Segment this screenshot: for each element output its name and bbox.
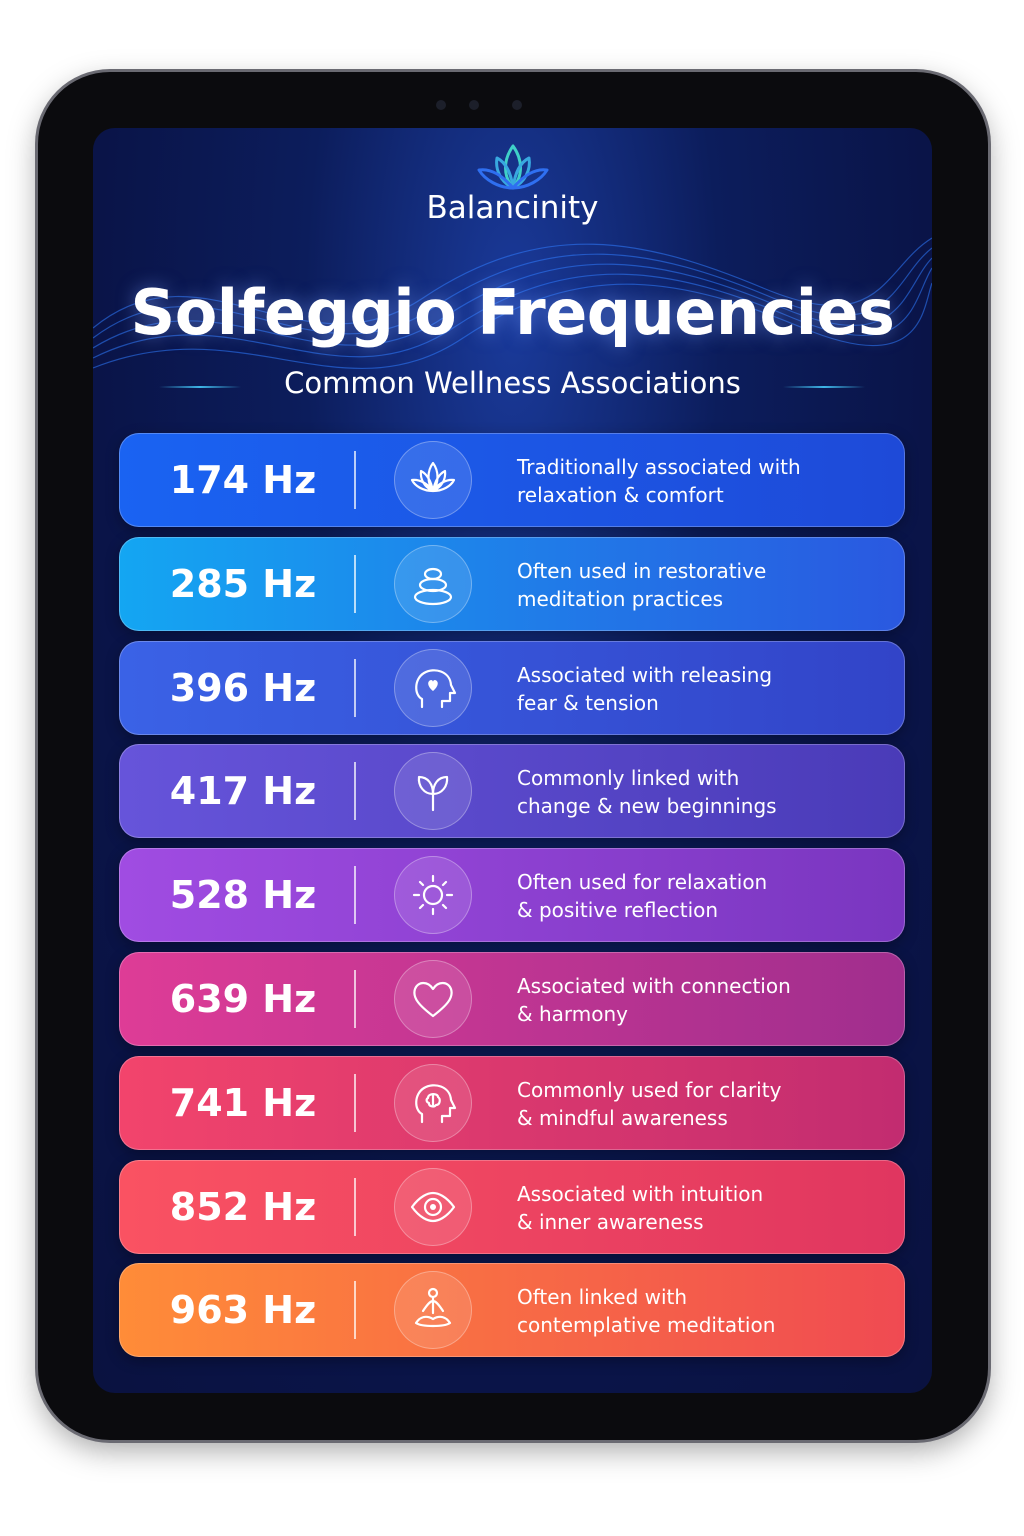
row-icon — [394, 648, 472, 727]
frequency-row: 417 Hz Commonly linked with change & new b… — [119, 744, 905, 839]
icon-glyph — [413, 567, 453, 605]
description: Often linked with contemplative meditatio… — [517, 1283, 775, 1339]
page-title: Solfeggio Frequencies — [130, 276, 895, 349]
description-line: Commonly linked with — [517, 766, 740, 791]
row-divider — [354, 1073, 356, 1132]
frequency-label: 396 Hz — [169, 665, 317, 710]
frequency-label: 852 Hz — [169, 1184, 317, 1229]
description-line: fear & tension — [517, 690, 659, 715]
description-line: & mindful awareness — [517, 1105, 728, 1130]
frequency-row: 396 Hz Associated with releasing fear & te… — [119, 640, 905, 735]
row-icon — [394, 960, 472, 1038]
frequency-label: 174 Hz — [169, 458, 317, 502]
sensor — [436, 100, 446, 110]
row-divider — [354, 970, 356, 1028]
icon-glyph — [415, 668, 457, 708]
description: Commonly used for clarity & mindful aware… — [517, 1076, 781, 1132]
description-line: Traditionally associated with — [517, 455, 801, 479]
frequency-label: 285 Hz — [169, 561, 317, 606]
description-line: Associated with connection — [517, 974, 791, 998]
camera — [512, 100, 522, 110]
frequency-label: 741 Hz — [169, 1080, 317, 1125]
brand-name: Balancinity — [426, 190, 599, 226]
row-divider — [354, 554, 356, 613]
description: Often used for relaxation & positive refl… — [517, 868, 767, 924]
row-icon — [394, 856, 472, 935]
frequency-row: 741 Hz Commonly used for clarity & mindful… — [119, 1055, 905, 1150]
frequency-label: 417 Hz — [169, 769, 317, 814]
row-icon — [394, 544, 472, 623]
row-divider — [354, 451, 356, 509]
row-divider — [354, 1177, 356, 1236]
description-line: Commonly used for clarity — [517, 1077, 782, 1102]
row-icon — [394, 1063, 472, 1142]
frequency-row: 528 Hz Often used for relaxation & positiv… — [119, 848, 905, 943]
frequency-row: 174 Hz Traditionally associated with relax… — [119, 433, 905, 527]
row-icon — [394, 752, 472, 831]
description-line: meditation practices — [517, 586, 724, 611]
description-line: & positive reflection — [517, 898, 719, 923]
wave-decoration — [93, 237, 932, 369]
row-divider — [354, 658, 356, 717]
page-subtitle: Common Wellness Associations — [284, 366, 741, 400]
icon-glyph — [410, 1191, 456, 1222]
icon-glyph — [412, 875, 454, 916]
description-line: Associated with intuition — [517, 1181, 764, 1206]
description: Associated with intuition & inner awarene… — [517, 1180, 763, 1236]
frequency-label: 528 Hz — [169, 873, 317, 918]
screen: Balancinity Solfeggio Frequencies Common… — [93, 128, 932, 1393]
row-divider — [354, 1281, 356, 1340]
icon-glyph — [417, 776, 449, 812]
description-line: change & new beginnings — [517, 794, 777, 819]
description-line: relaxation & comfort — [517, 483, 724, 507]
description: Associated with connection & harmony — [517, 972, 791, 1028]
row-icon — [394, 441, 472, 519]
frequency-row: 852 Hz Associated with intuition & inner a… — [119, 1159, 905, 1254]
description: Commonly linked with change & new beginni… — [517, 764, 777, 820]
frequency-label: 639 Hz — [169, 977, 317, 1021]
description: Associated with releasing fear & tension — [517, 661, 772, 717]
icon-glyph — [414, 1288, 452, 1328]
description-line: Associated with releasing — [517, 662, 773, 687]
logo-lotus — [477, 144, 549, 190]
description-line: Often used for relaxation — [517, 870, 768, 895]
row-icon — [394, 1271, 472, 1350]
icon-glyph — [413, 981, 453, 1018]
description-line: Often used in restorative — [517, 558, 767, 583]
divider-line — [783, 386, 865, 388]
description-line: contemplative meditation — [517, 1313, 776, 1338]
row-divider — [354, 762, 356, 821]
description: Often used in restorative meditation prac… — [517, 557, 766, 613]
frequency-row: 963 Hz Often linked with contemplative med… — [119, 1263, 905, 1358]
divider-line — [159, 386, 241, 388]
frequency-row: 285 Hz Often used in restorative meditatio… — [119, 536, 905, 631]
row-divider — [354, 866, 356, 925]
sensor — [469, 100, 479, 110]
description-line: Often linked with — [517, 1285, 688, 1310]
frequency-row: 639 Hz Associated with connection & harmon… — [119, 952, 905, 1046]
description-line: & harmony — [517, 1002, 628, 1026]
description-line: & inner awareness — [517, 1209, 704, 1234]
row-icon — [394, 1167, 472, 1246]
tablet-frame: Balancinity Solfeggio Frequencies Common… — [38, 72, 988, 1440]
description: Traditionally associated with relaxation … — [517, 453, 801, 509]
frequency-label: 963 Hz — [169, 1288, 317, 1333]
icon-glyph — [415, 1084, 457, 1123]
icon-glyph — [410, 461, 456, 493]
